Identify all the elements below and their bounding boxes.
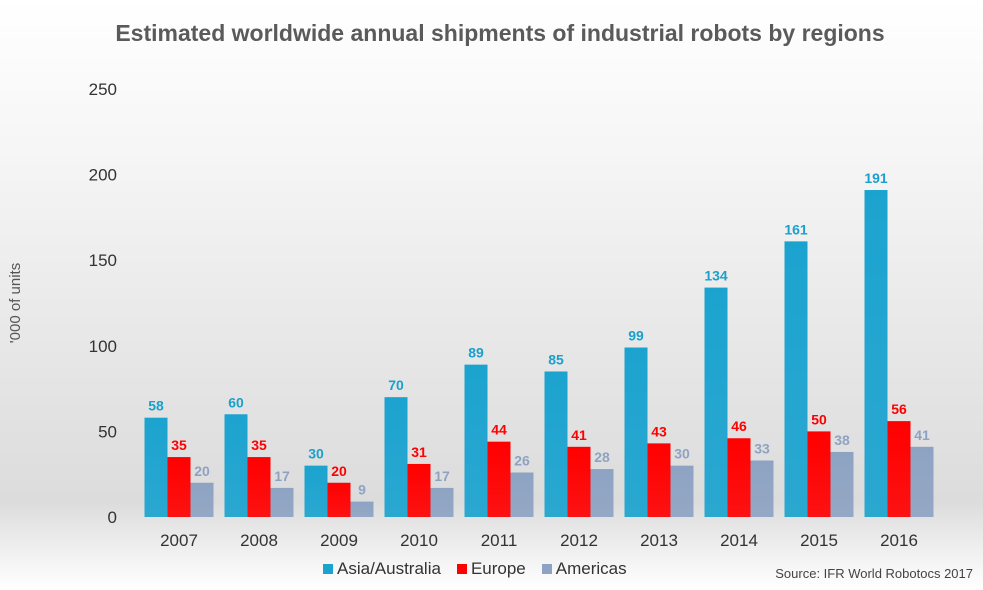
data-label: 35 [251, 437, 267, 453]
data-label: 191 [864, 170, 888, 186]
legend-label: Asia/Australia [337, 559, 441, 578]
x-tick-label: 2007 [160, 531, 198, 550]
data-label: 99 [628, 328, 644, 344]
legend-swatch [323, 564, 333, 574]
x-tick-label: 2012 [560, 531, 598, 550]
bar-asia-australia-2010 [384, 397, 408, 517]
bar-americas-2009 [350, 501, 374, 517]
x-tick-label: 2016 [880, 531, 918, 550]
data-label: 43 [651, 423, 667, 439]
legend-item: Americas [541, 559, 627, 579]
y-axis-label-group: '000 of units [7, 263, 24, 343]
bar-europe-2008 [247, 457, 271, 517]
x-tick-label: 2009 [320, 531, 358, 550]
data-label: 41 [571, 427, 587, 443]
data-label: 30 [308, 446, 324, 462]
legend-swatch [541, 564, 552, 574]
data-label: 89 [468, 345, 484, 361]
bar-europe-2010 [407, 463, 431, 517]
legend: Asia/Australia Europe Americas [323, 559, 627, 579]
data-label: 70 [388, 377, 404, 393]
bar-americas-2015 [830, 451, 854, 517]
data-label: 60 [228, 394, 244, 410]
bar-americas-2014 [750, 460, 774, 517]
x-tick-label: 2008 [240, 531, 278, 550]
bar-americas-2016 [910, 446, 934, 517]
legend-label: Americas [555, 559, 627, 578]
data-label: 30 [674, 446, 690, 462]
bar-asia-australia-2008 [224, 414, 248, 517]
bar-europe-2011 [487, 441, 511, 517]
y-tick-label: 50 [98, 422, 117, 441]
legend-label: Europe [470, 559, 526, 578]
data-label: 134 [704, 268, 728, 284]
y-axis-title: '000 of units [7, 263, 24, 343]
data-label: 17 [274, 468, 290, 484]
data-label: 85 [548, 351, 564, 367]
y-tick-label: 200 [89, 166, 117, 185]
bar-asia-australia-2012 [544, 371, 568, 517]
bar-americas-2010 [430, 487, 454, 517]
bar-asia-australia-2014 [704, 287, 728, 517]
y-tick-labels: 0 50 100 150 200 250 [89, 80, 117, 527]
bar-asia-australia-2009 [304, 465, 328, 517]
data-label: 20 [194, 463, 210, 479]
bar-europe-2013 [647, 443, 671, 517]
data-label: 33 [754, 441, 770, 457]
bar-americas-2011 [510, 472, 534, 517]
bar-europe-2012 [567, 446, 591, 517]
data-label: 56 [891, 401, 907, 417]
bar-asia-australia-2015 [784, 241, 808, 518]
data-label: 38 [834, 432, 850, 448]
y-tick-label: 0 [108, 508, 117, 527]
y-tick-label: 250 [89, 80, 117, 99]
bar-americas-2008 [270, 487, 294, 517]
x-tick-label: 2015 [800, 531, 838, 550]
data-label: 31 [411, 444, 427, 460]
data-label: 28 [594, 449, 610, 465]
bar-americas-2012 [590, 469, 614, 517]
data-label: 50 [811, 411, 827, 427]
data-label: 46 [731, 418, 747, 434]
bar-europe-2015 [807, 431, 831, 517]
bar-europe-2007 [167, 457, 191, 517]
data-label: 161 [784, 221, 808, 237]
y-tick-label: 100 [89, 337, 117, 356]
chart-title: Estimated worldwide annual shipments of … [115, 20, 885, 46]
data-label: 41 [914, 427, 930, 443]
x-tick-label: 2010 [400, 531, 438, 550]
data-label: 9 [358, 482, 366, 498]
bar-asia-australia-2007 [144, 417, 168, 517]
bar-asia-australia-2016 [864, 190, 888, 517]
data-label: 58 [148, 398, 164, 414]
data-label: 17 [434, 468, 450, 484]
legend-item: Europe [456, 559, 526, 579]
x-tick-labels: 2007 2008 2009 2010 2011 2012 2013 2014 2015 2016 [160, 531, 918, 550]
legend-item: Asia/Australia [323, 559, 441, 579]
y-tick-label: 150 [89, 251, 117, 270]
bar-europe-2009 [327, 482, 351, 517]
bar-americas-2013 [670, 465, 694, 517]
bar-europe-2016 [887, 421, 911, 517]
data-label: 20 [331, 463, 347, 479]
data-labels: 58 35 20 60 35 17 30 20 9 70 31 17 89 44 26 85 41 28 99 43 3… [148, 170, 930, 498]
legend-swatch [456, 564, 467, 574]
x-tick-label: 2011 [481, 531, 518, 550]
bar-asia-australia-2011 [464, 364, 488, 517]
data-label: 44 [491, 422, 507, 438]
data-label: 35 [171, 437, 187, 453]
source-note: Source: IFR World Robotocs 2017 [775, 566, 973, 581]
x-tick-label: 2013 [640, 531, 678, 550]
bars [144, 190, 934, 518]
bar-asia-australia-2013 [624, 347, 648, 517]
bar-americas-2007 [190, 482, 214, 517]
data-label: 26 [514, 452, 530, 468]
bar-europe-2014 [727, 438, 751, 517]
x-tick-label: 2014 [720, 531, 758, 550]
